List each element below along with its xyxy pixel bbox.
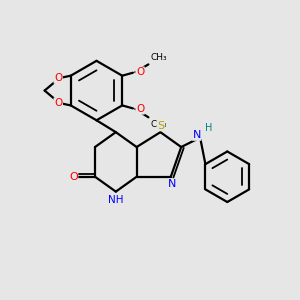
Text: O: O [69, 172, 78, 182]
Text: N: N [168, 179, 176, 189]
Text: CH₃: CH₃ [151, 53, 167, 62]
Text: S: S [158, 121, 165, 130]
Text: N: N [193, 130, 201, 140]
Text: H: H [205, 123, 212, 133]
Text: CH₃: CH₃ [151, 120, 167, 129]
Text: O: O [54, 98, 62, 108]
Text: NH: NH [108, 195, 124, 205]
Text: O: O [136, 104, 144, 114]
Text: O: O [54, 73, 62, 83]
Text: O: O [136, 67, 144, 77]
